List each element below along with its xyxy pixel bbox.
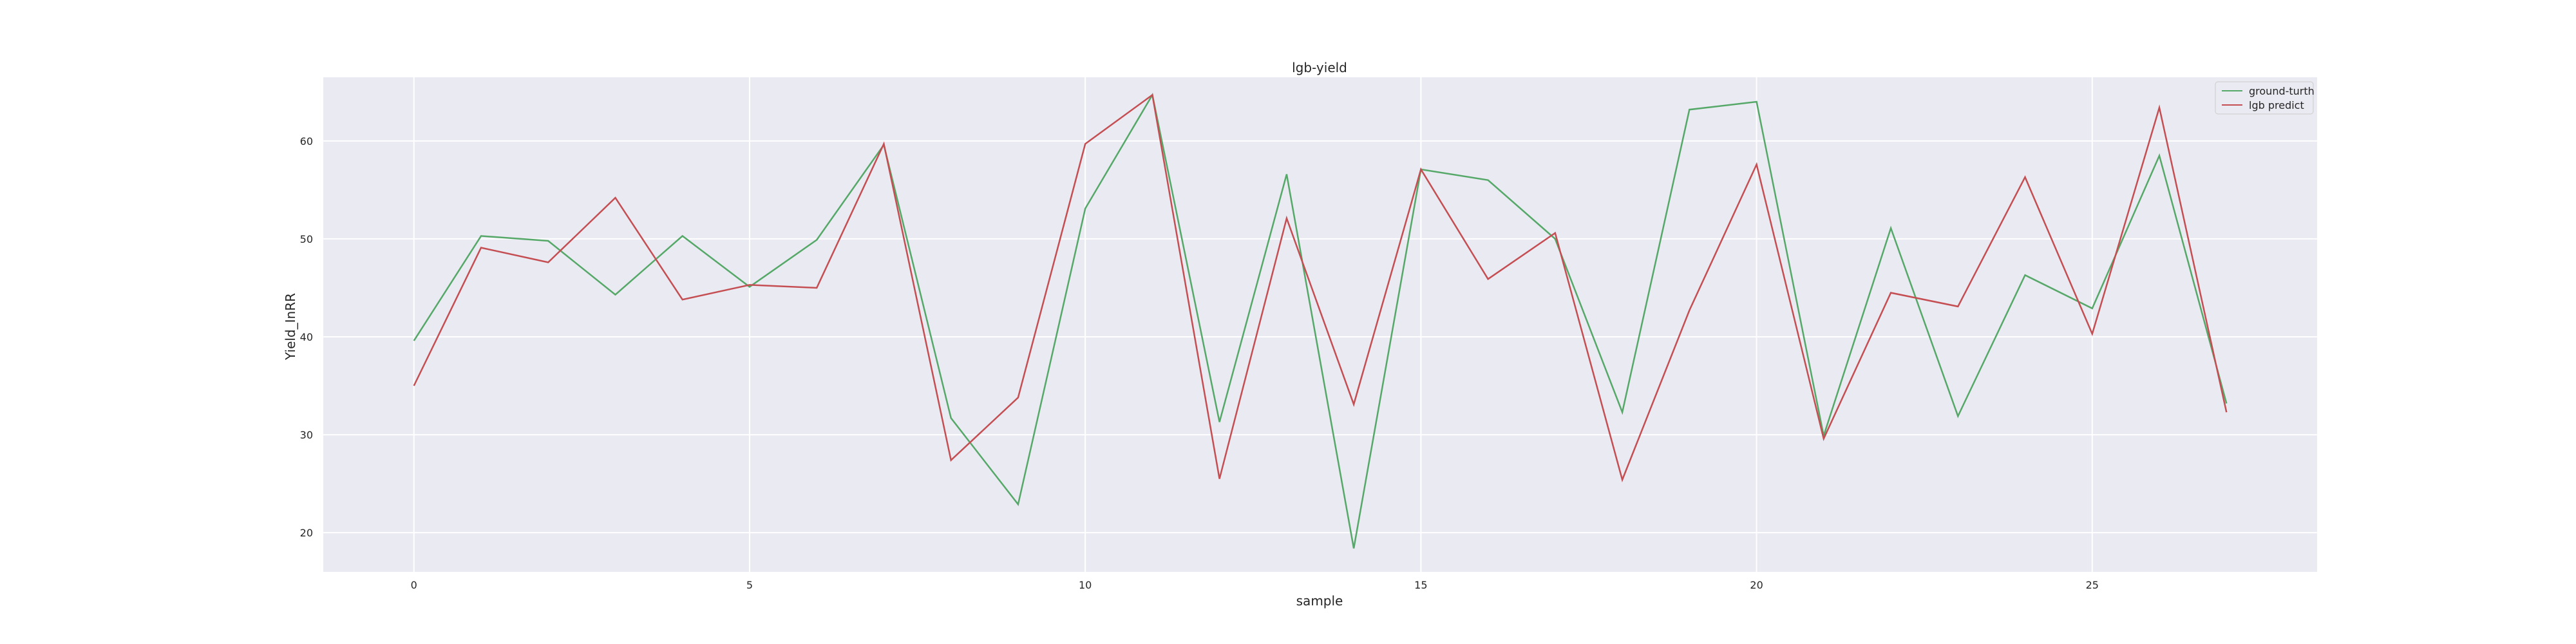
legend-label-ground-turth: ground-turth (2249, 85, 2315, 97)
x-tick-label: 10 (1079, 579, 1092, 591)
legend-box (2215, 81, 2314, 115)
grid-lines (323, 77, 2317, 572)
y-tick-label: 30 (300, 429, 313, 441)
y-axis-label: Yield_InRR (283, 293, 298, 361)
y-tick-label: 50 (300, 233, 313, 245)
x-tick-label: 25 (2086, 579, 2099, 591)
y-tick-label: 20 (300, 527, 313, 539)
chart-title: lgb-yield (1292, 60, 1347, 75)
plot-background (323, 77, 2317, 572)
series-line-lgb-predict (413, 93, 2228, 482)
tick-labels: 0 5 10 15 20 25 20 30 40 50 60 (300, 135, 2099, 591)
x-axis-label: sample (1296, 593, 1343, 609)
legend-label-lgb-predict: lgb predict (2249, 99, 2304, 111)
x-tick-label: 0 (411, 579, 417, 591)
series-lines (413, 92, 2228, 549)
x-tick-label: 15 (1414, 579, 1427, 591)
y-tick-label: 40 (300, 331, 313, 343)
series-line-ground-turth (413, 92, 2228, 549)
legend: ground-turth lgb predict (2215, 81, 2315, 115)
x-tick-label: 5 (746, 579, 753, 591)
y-tick-label: 60 (300, 135, 313, 147)
x-tick-label: 20 (1750, 579, 1763, 591)
